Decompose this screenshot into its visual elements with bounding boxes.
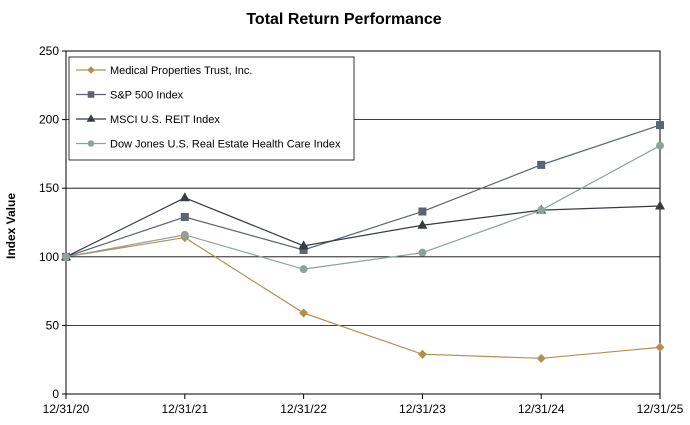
x-tick-label: 12/31/22	[280, 402, 327, 416]
legend-entry: S&P 500 Index	[76, 90, 184, 102]
data-point	[417, 219, 428, 229]
y-tick-label: 250	[39, 44, 59, 58]
data-point	[298, 240, 309, 250]
legend-marker	[87, 66, 95, 74]
series-line	[65, 236, 661, 359]
data-point	[180, 213, 189, 222]
legend-entry: Dow Jones U.S. Real Estate Health Care I…	[76, 139, 341, 151]
data-point	[180, 230, 189, 239]
legend-entry: Medical Properties Trust, Inc.	[76, 65, 252, 77]
legend-label: MSCI U.S. REIT Index	[110, 114, 220, 126]
x-tick-label: 12/31/20	[43, 402, 90, 416]
data-point	[537, 160, 546, 169]
chart-title: Total Return Performance	[246, 11, 441, 28]
y-tick-label: 150	[39, 181, 59, 195]
data-point	[179, 192, 190, 202]
legend-marker	[87, 91, 95, 98]
y-tick-label: 100	[39, 250, 59, 264]
y-tick-label: 200	[39, 113, 59, 127]
legend-box	[68, 56, 355, 161]
data-point	[417, 349, 427, 359]
data-point	[299, 308, 309, 318]
x-tick-label: 12/31/23	[399, 402, 446, 416]
y-tick-label: 0	[52, 387, 59, 401]
legend-label: Medical Properties Trust, Inc.	[110, 65, 252, 77]
legend-label: S&P 500 Index	[110, 90, 184, 102]
legend: Medical Properties Trust, Inc. S&P 500 In…	[68, 56, 355, 161]
data-point	[537, 206, 546, 215]
data-point	[656, 121, 664, 130]
series-3	[62, 141, 664, 274]
y-axis-label: Index Value	[4, 193, 18, 259]
legend-label: Dow Jones U.S. Real Estate Health Care I…	[110, 139, 341, 151]
data-point	[62, 252, 70, 261]
series-line	[65, 145, 661, 270]
data-point	[656, 141, 664, 150]
x-tick-label: 12/31/21	[161, 402, 208, 416]
x-tick-label: 12/31/25	[637, 402, 684, 416]
data-point	[418, 207, 427, 216]
data-point	[536, 353, 546, 363]
axes: 0 50 100 150 200 250 12/31/20 12/31/21 12/31/22 1…	[39, 44, 684, 416]
x-tick-label: 12/31/24	[518, 402, 565, 416]
series-lines	[61, 121, 665, 363]
legend-entry: MSCI U.S. REIT Index	[76, 114, 220, 126]
y-tick-label: 50	[46, 318, 60, 332]
legend-marker	[87, 140, 95, 147]
data-point	[299, 265, 308, 274]
legend-marker	[86, 114, 96, 122]
series-line	[65, 197, 661, 258]
plot-frame	[65, 50, 661, 395]
series-2	[61, 192, 665, 261]
data-point	[299, 245, 308, 254]
series-0	[61, 233, 665, 363]
series-line	[65, 124, 661, 258]
data-point	[655, 342, 665, 352]
data-point	[418, 248, 427, 257]
data-point	[655, 200, 665, 210]
